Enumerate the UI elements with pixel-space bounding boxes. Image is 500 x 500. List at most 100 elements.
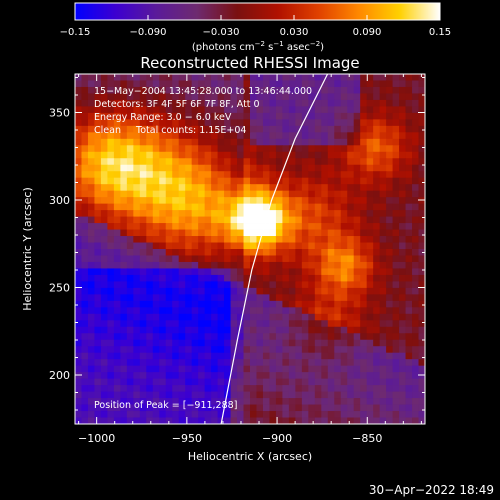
heatmap-cell bbox=[275, 352, 283, 360]
heatmap-cell bbox=[178, 106, 186, 114]
heatmap-cell bbox=[230, 216, 238, 224]
heatmap-cell bbox=[327, 210, 335, 217]
heatmap-cell bbox=[295, 249, 303, 256]
heatmap-cell bbox=[100, 125, 108, 133]
heatmap-cell bbox=[211, 255, 218, 263]
heatmap-cell bbox=[230, 229, 238, 237]
heatmap-cell bbox=[308, 158, 316, 166]
heatmap-cell bbox=[399, 236, 406, 243]
heatmap-cell bbox=[159, 326, 167, 334]
heatmap-cell bbox=[314, 190, 322, 198]
heatmap-cell bbox=[185, 398, 193, 405]
heatmap-cell bbox=[334, 404, 342, 412]
heatmap-cell bbox=[412, 320, 419, 328]
heatmap-cell bbox=[379, 112, 387, 120]
heatmap-cell bbox=[133, 112, 141, 120]
heatmap-cell bbox=[120, 138, 128, 146]
heatmap-cell bbox=[126, 398, 134, 405]
heatmap-cell bbox=[386, 184, 393, 192]
heatmap-cell bbox=[133, 177, 141, 185]
heatmap-cell bbox=[353, 372, 361, 380]
heatmap-cell bbox=[353, 125, 361, 133]
heatmap-cell bbox=[165, 210, 173, 217]
heatmap-cell bbox=[327, 158, 335, 166]
heatmap-cell bbox=[126, 333, 134, 341]
heatmap-cell bbox=[243, 86, 251, 94]
heatmap-cell bbox=[243, 151, 251, 159]
heatmap-cell bbox=[321, 216, 329, 224]
heatmap-cell bbox=[133, 242, 141, 250]
heatmap-cell bbox=[107, 359, 115, 367]
heatmap-cell bbox=[334, 184, 342, 192]
heatmap-cell bbox=[314, 385, 322, 392]
heatmap-cell bbox=[373, 210, 381, 217]
heatmap-cell bbox=[347, 398, 355, 405]
heatmap-cell bbox=[347, 119, 355, 127]
heatmap-cell bbox=[81, 268, 89, 276]
heatmap-cell bbox=[165, 268, 173, 276]
heatmap-cell bbox=[81, 158, 89, 166]
annotation-line-detectors: Detectors: 3F 4F 5F 6F 7F 8F, Att 0 bbox=[94, 99, 260, 110]
heatmap-cell bbox=[87, 287, 95, 295]
heatmap-cell bbox=[275, 145, 283, 153]
heatmap-cell bbox=[282, 151, 290, 159]
heatmap-cell bbox=[360, 313, 368, 321]
heatmap-cell bbox=[120, 307, 128, 315]
heatmap-cell bbox=[237, 255, 244, 263]
heatmap-cell bbox=[211, 287, 218, 295]
heatmap-cell bbox=[100, 223, 108, 230]
heatmap-cell bbox=[418, 307, 425, 315]
heatmap-cell bbox=[100, 138, 108, 146]
heatmap-cell bbox=[353, 385, 361, 392]
heatmap-cell bbox=[256, 249, 264, 256]
heatmap-cell bbox=[386, 255, 393, 263]
heatmap-cell bbox=[224, 190, 231, 198]
colorbar-tick-label: −0.030 bbox=[202, 27, 239, 38]
heatmap-cell bbox=[94, 184, 102, 192]
heatmap-cell bbox=[243, 320, 251, 328]
heatmap-cell bbox=[412, 385, 419, 392]
heatmap-cell bbox=[282, 138, 290, 146]
heatmap-cell bbox=[94, 80, 102, 88]
heatmap-cell bbox=[418, 359, 425, 367]
heatmap-cell bbox=[152, 294, 160, 302]
heatmap-cell bbox=[165, 197, 173, 205]
heatmap-cell bbox=[373, 171, 381, 179]
heatmap-cell bbox=[327, 99, 335, 107]
heatmap-cell bbox=[256, 99, 264, 107]
heatmap-cell bbox=[392, 255, 400, 263]
heatmap-cell bbox=[87, 145, 95, 153]
heatmap-cell bbox=[198, 106, 206, 114]
heatmap-cell bbox=[386, 411, 393, 418]
heatmap-cell bbox=[347, 99, 355, 107]
heatmap-cell bbox=[126, 138, 134, 146]
heatmap-cell bbox=[100, 177, 108, 185]
heatmap-cell bbox=[133, 197, 141, 205]
heatmap-cell bbox=[314, 411, 322, 418]
heatmap-cell bbox=[113, 333, 121, 341]
heatmap-cell bbox=[185, 158, 193, 166]
heatmap-cell bbox=[152, 216, 160, 224]
heatmap-cell bbox=[327, 151, 335, 159]
heatmap-cell bbox=[334, 261, 342, 269]
heatmap-cell bbox=[412, 417, 419, 424]
heatmap-cell bbox=[107, 268, 115, 276]
heatmap-cell bbox=[308, 300, 316, 308]
heatmap-cell bbox=[379, 242, 387, 250]
heatmap-cell bbox=[75, 229, 82, 237]
heatmap-cell bbox=[133, 236, 141, 243]
heatmap-cell bbox=[204, 249, 212, 256]
heatmap-cell bbox=[295, 281, 303, 289]
heatmap-cell bbox=[340, 281, 348, 289]
heatmap-cell bbox=[185, 236, 193, 243]
heatmap-cell bbox=[327, 378, 335, 386]
heatmap-cell bbox=[133, 216, 141, 224]
heatmap-cell bbox=[204, 125, 212, 133]
heatmap-cell bbox=[165, 86, 173, 94]
heatmap-cell bbox=[392, 261, 400, 269]
heatmap-cell bbox=[314, 326, 322, 334]
heatmap-cell bbox=[243, 281, 251, 289]
heatmap-cell bbox=[113, 300, 121, 308]
heatmap-cell bbox=[113, 404, 121, 412]
heatmap-cell bbox=[301, 223, 309, 230]
